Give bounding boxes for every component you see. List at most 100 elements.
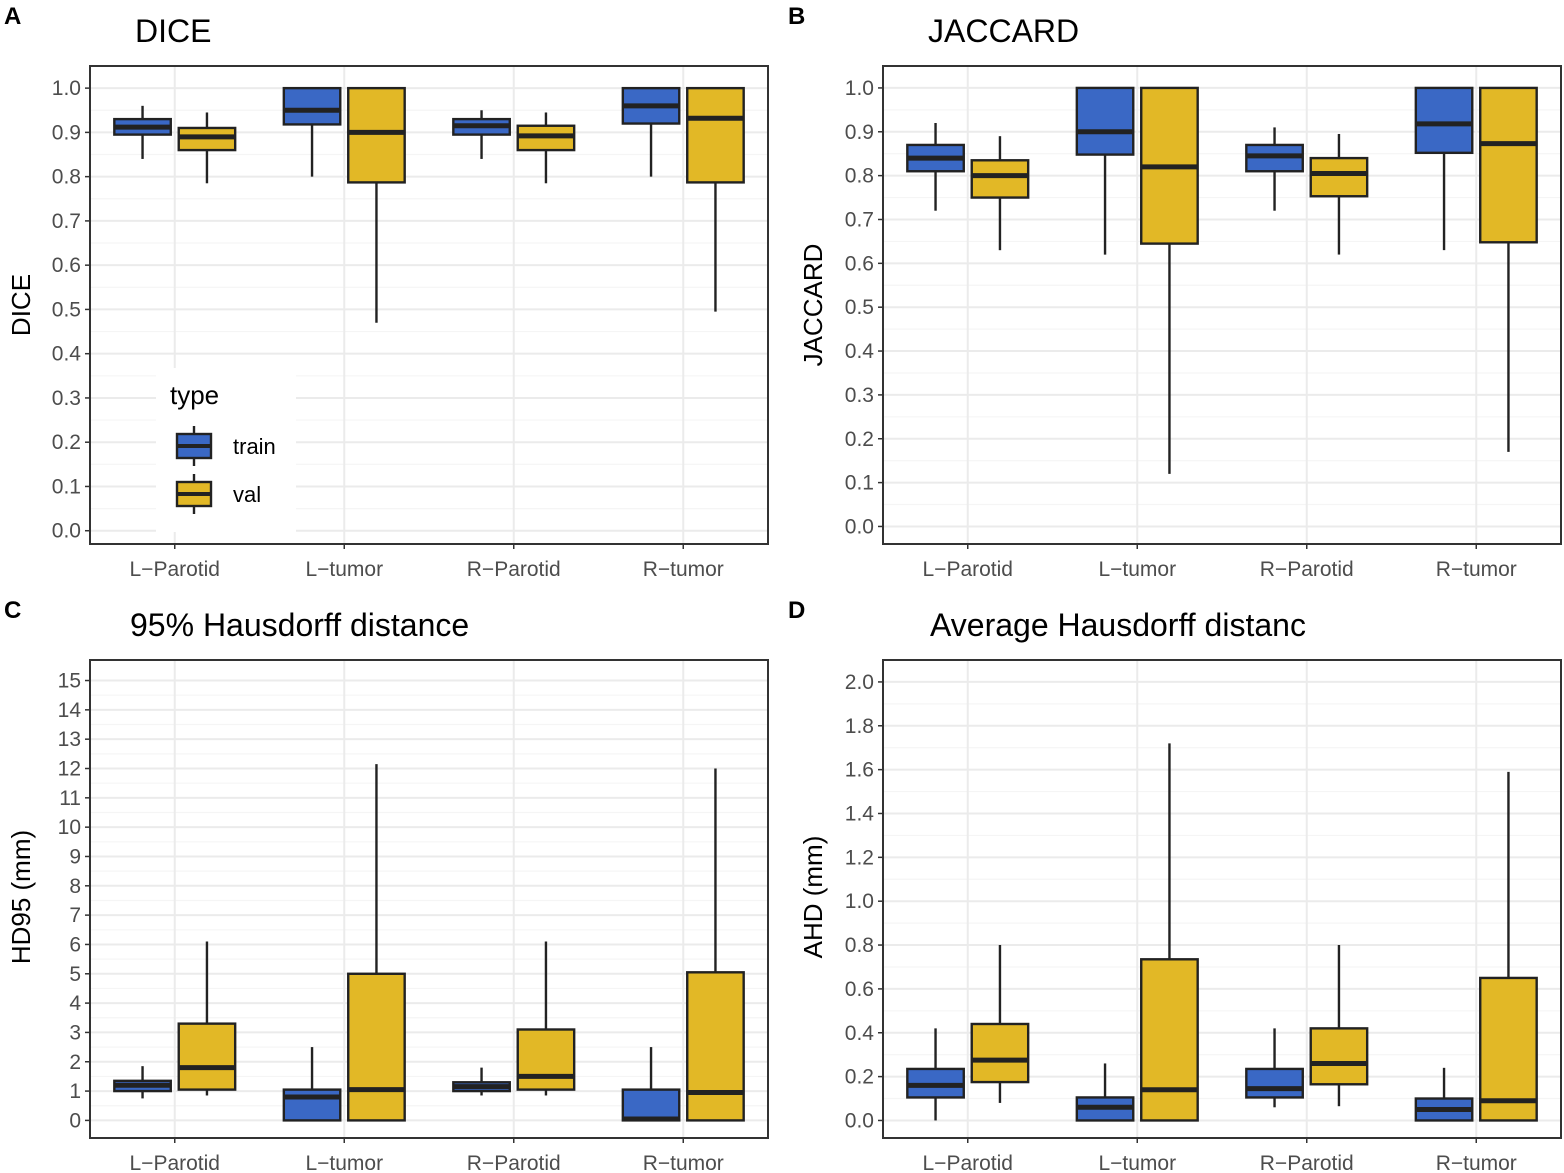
box-iqr <box>1309 1027 1369 1086</box>
box-val-1 <box>347 86 406 323</box>
y-tick-label: 0.7 <box>845 208 874 231</box>
box-train-1 <box>1075 86 1135 255</box>
y-axis-label: AHD (mm) <box>798 836 828 959</box>
x-tick-label: L−tumor <box>305 558 383 581</box>
x-tick-label: L−Parotid <box>923 558 1013 581</box>
box-train-2 <box>1245 127 1304 211</box>
x-tick-label: L−Parotid <box>923 1152 1013 1173</box>
chart-title: Average Hausdorff distanc <box>930 607 1306 643</box>
box-val-0 <box>177 112 237 184</box>
legend: type train val <box>156 368 296 532</box>
y-tick-label: 0.6 <box>52 254 81 277</box>
x-tick-label: L−Parotid <box>130 1152 220 1173</box>
box-val-2 <box>1309 133 1369 255</box>
x-tick-label: R−Parotid <box>467 1152 561 1173</box>
y-tick-label: 0.2 <box>52 431 81 454</box>
x-tick-label: R−tumor <box>1436 1152 1517 1173</box>
panel-C: C 95% Hausdorff distance01234567891011121… <box>4 597 769 1173</box>
y-tick-label: 1.0 <box>845 77 874 100</box>
box-val-0 <box>177 941 237 1096</box>
box-train-3 <box>621 86 681 177</box>
y-tick-label: 1.4 <box>845 802 875 825</box>
y-tick-label: 0.5 <box>845 296 874 319</box>
y-tick-label: 0.4 <box>845 1022 875 1045</box>
y-tick-label: 0.0 <box>52 520 81 543</box>
box-val-3 <box>1479 771 1538 1122</box>
y-tick-label: 0.0 <box>845 515 874 538</box>
y-tick-label: 0.6 <box>845 252 874 275</box>
x-tick-label: R−Parotid <box>1260 1152 1354 1173</box>
panel-border <box>882 659 1562 1139</box>
panel-label-d: D <box>788 597 805 624</box>
y-tick-label: 7 <box>69 904 81 927</box>
box-iqr <box>1309 156 1369 198</box>
y-tick-label: 0.8 <box>845 165 874 188</box>
y-tick-label: 14 <box>58 699 82 722</box>
y-tick-label: 9 <box>69 845 81 868</box>
x-tick-label: R−tumor <box>643 558 724 581</box>
box-iqr <box>1245 1067 1304 1099</box>
y-tick-label: 0.2 <box>845 428 874 451</box>
y-tick-label: 1.0 <box>52 77 81 100</box>
y-tick-label: 13 <box>58 728 81 751</box>
y-tick-label: 0.5 <box>52 298 81 321</box>
y-tick-label: 0.1 <box>845 472 874 495</box>
box-iqr <box>177 1022 237 1091</box>
y-tick-label: 0.8 <box>845 934 874 957</box>
x-tick-label: R−tumor <box>1436 558 1517 581</box>
box-train-3 <box>1414 86 1474 251</box>
panel-border <box>882 65 1562 545</box>
y-tick-label: 1.8 <box>845 715 874 738</box>
box-val-3 <box>686 86 745 312</box>
y-tick-label: 11 <box>59 787 81 810</box>
box-val-1 <box>1140 86 1199 474</box>
box-train-0 <box>906 123 965 211</box>
panel-label-c: C <box>4 597 21 624</box>
panel-D: D Average Hausdorff distanc 0.0 0.2 0.4 0.6 0.… <box>788 597 1562 1173</box>
box-val-2 <box>1309 945 1369 1107</box>
y-tick-label: 0 <box>69 1109 81 1132</box>
y-tick-label: 0.8 <box>52 166 81 189</box>
box-iqr <box>347 972 406 1122</box>
box-train-0 <box>113 105 172 159</box>
box-val-1 <box>1140 743 1199 1122</box>
box-train-2 <box>452 1067 511 1096</box>
y-tick-label: 12 <box>58 758 81 781</box>
box-val-0 <box>970 945 1030 1103</box>
y-tick-label: 1.2 <box>845 846 874 869</box>
y-tick-label: 0.2 <box>845 1066 874 1089</box>
box-train-2 <box>1245 1028 1304 1108</box>
box-iqr <box>1140 958 1199 1122</box>
box-iqr <box>1075 86 1135 156</box>
box-iqr <box>621 1088 681 1122</box>
y-axis-label: JACCARD <box>798 244 828 367</box>
box-iqr <box>516 1028 576 1091</box>
y-tick-label: 1.0 <box>845 890 874 913</box>
y-tick-label: 3 <box>69 1021 81 1044</box>
box-val-0 <box>970 136 1030 251</box>
box-val-3 <box>686 768 745 1122</box>
y-tick-label: 4 <box>69 992 81 1015</box>
panel-A: A DICE 0.0 0.1 0.2 0.3 0.4 0.5 0.6 0.7 0.8 0.9 1.0 L−… <box>4 3 769 581</box>
box-iqr <box>347 86 406 184</box>
panel-B: B JACCARD 0.0 0.1 0.2 0.3 0.4 0.5 0.6 0.7 0.8 0.9 1.… <box>788 3 1562 581</box>
y-tick-label: 0.6 <box>845 978 874 1001</box>
legend-label-val: val <box>233 482 261 507</box>
y-tick-label: 1 <box>69 1080 81 1103</box>
y-tick-label: 0.3 <box>845 384 874 407</box>
x-tick-label: R−tumor <box>643 1152 724 1173</box>
box-iqr <box>686 971 745 1122</box>
box-iqr <box>970 159 1030 199</box>
box-val-2 <box>516 112 576 184</box>
y-tick-label: 0.0 <box>845 1109 874 1132</box>
chart-title: 95% Hausdorff distance <box>130 607 469 643</box>
box-train-0 <box>906 1028 965 1121</box>
y-axis-label: DICE <box>6 274 36 336</box>
box-train-3 <box>621 1047 681 1122</box>
box-val-3 <box>1479 86 1538 452</box>
box-iqr <box>970 1022 1030 1084</box>
y-tick-label: 0.4 <box>845 340 875 363</box>
box-train-0 <box>113 1066 172 1099</box>
x-tick-label: R−Parotid <box>1260 558 1354 581</box>
